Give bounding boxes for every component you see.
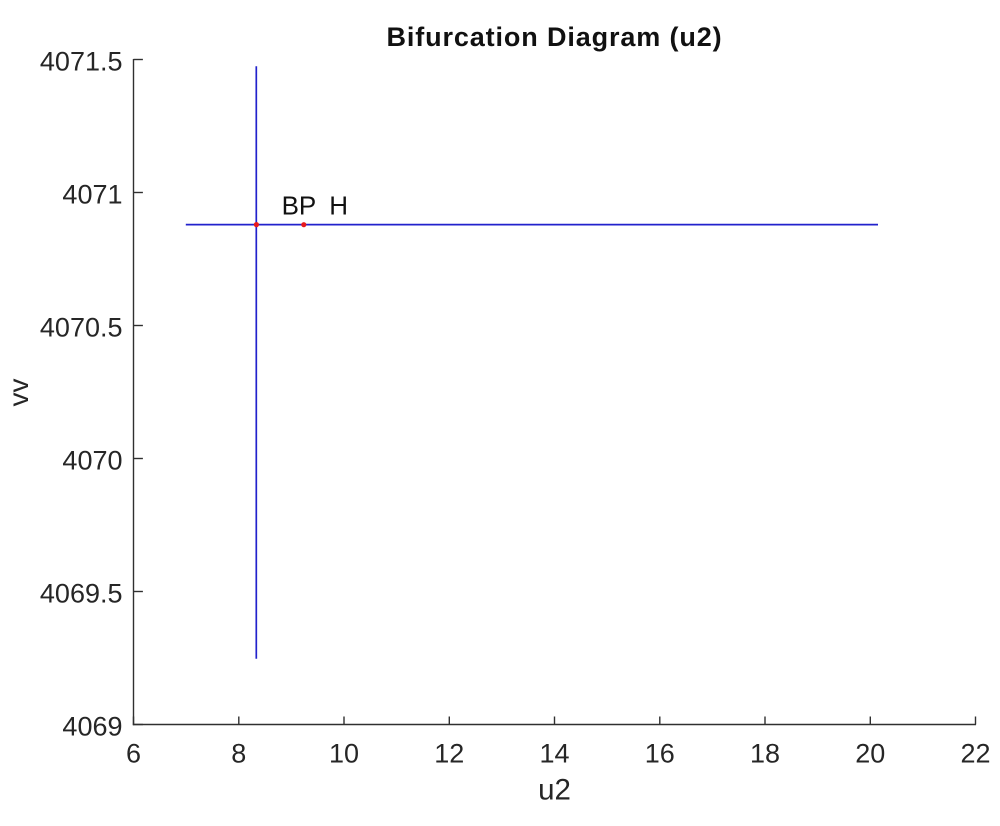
svg-text:4069: 4069 [62, 712, 122, 742]
svg-text:Bifurcation Diagram (u2): Bifurcation Diagram (u2) [387, 22, 723, 52]
svg-text:18: 18 [750, 739, 780, 769]
svg-text:vv: vv [3, 379, 34, 407]
svg-text:BP: BP [282, 191, 317, 221]
svg-text:4071.5: 4071.5 [40, 47, 123, 77]
svg-text:14: 14 [539, 739, 569, 769]
svg-text:8: 8 [231, 739, 246, 769]
svg-text:4070: 4070 [62, 446, 122, 476]
svg-text:H: H [329, 191, 348, 221]
svg-text:6: 6 [126, 739, 141, 769]
svg-text:20: 20 [855, 739, 885, 769]
svg-text:4071: 4071 [62, 180, 122, 210]
svg-text:22: 22 [960, 739, 990, 769]
svg-text:u2: u2 [538, 774, 571, 807]
svg-text:16: 16 [645, 739, 675, 769]
svg-text:4070.5: 4070.5 [40, 313, 123, 343]
svg-text:4069.5: 4069.5 [40, 579, 123, 609]
svg-text:12: 12 [434, 739, 464, 769]
svg-text:10: 10 [329, 739, 359, 769]
